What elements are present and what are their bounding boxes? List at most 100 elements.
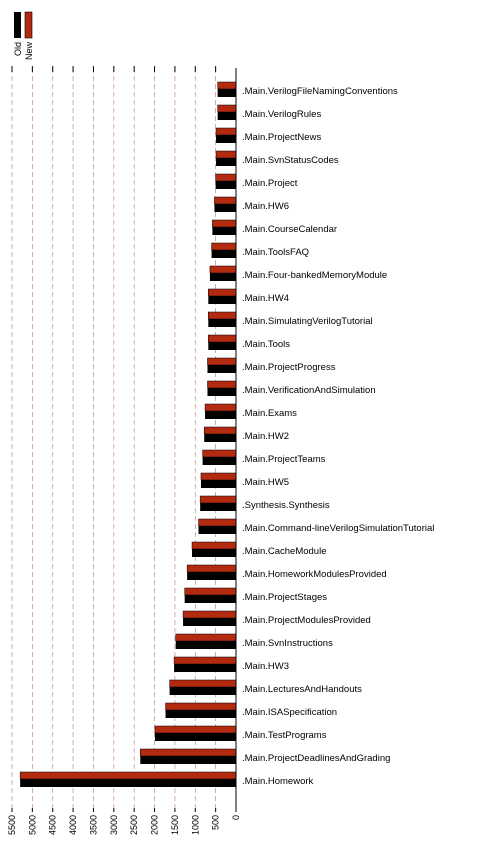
- category-label: .Main.VerificationAndSimulation: [242, 385, 376, 396]
- bar-new: [184, 587, 237, 596]
- bar-new: [199, 495, 237, 504]
- bar-old: [208, 319, 236, 327]
- x-tick-label: 4000: [68, 815, 78, 835]
- bar-new: [212, 219, 237, 228]
- bar-old: [165, 710, 236, 718]
- category-label: .Main.Exams: [242, 408, 297, 419]
- bar-new: [208, 311, 237, 320]
- x-tick-label: 5500: [7, 815, 17, 835]
- bar-new: [208, 334, 237, 343]
- bar-old: [174, 664, 236, 672]
- bar-new: [207, 357, 237, 366]
- legend-swatch-new: [24, 11, 33, 39]
- x-tick-label: 4500: [48, 815, 58, 835]
- category-label: .Main.ToolsFAQ: [242, 247, 309, 258]
- category-label: .Main.SvnInstructions: [242, 638, 333, 649]
- category-label: .Main.VerilogFileNamingConventions: [242, 86, 398, 97]
- bar-new: [217, 104, 237, 113]
- category-label: .Main.Command-lineVerilogSimulationTutor…: [242, 523, 434, 534]
- bar-old: [183, 618, 236, 626]
- x-tick-label: 5000: [27, 815, 37, 835]
- legend-label-new: New: [24, 42, 34, 61]
- bar-old: [207, 365, 236, 373]
- category-label: .Main.ProjectTeams: [242, 454, 326, 465]
- bar-old: [214, 204, 236, 212]
- bar-new: [215, 150, 237, 159]
- x-tick-label: 1500: [170, 815, 180, 835]
- bar-new: [204, 403, 237, 412]
- bar-old: [208, 296, 236, 304]
- category-label: .Main.Tools: [242, 339, 290, 350]
- bar-old: [202, 457, 236, 465]
- category-label: .Main.HW5: [242, 477, 289, 488]
- category-label: .Main.SvnStatusCodes: [242, 155, 339, 166]
- bar-old: [212, 227, 236, 235]
- bar-old: [207, 388, 236, 396]
- bar-new: [214, 196, 237, 205]
- bar-new: [198, 518, 237, 527]
- bar-new: [215, 127, 237, 136]
- bar-old: [217, 89, 236, 97]
- bar-old: [216, 158, 236, 166]
- bar-new: [211, 242, 237, 251]
- bar-old: [204, 434, 236, 442]
- bar-old: [192, 549, 236, 557]
- bar-new: [209, 265, 237, 274]
- bar-old: [175, 641, 236, 649]
- bar-old: [169, 687, 236, 695]
- category-label: .Main.LecturesAndHandouts: [242, 684, 362, 695]
- category-labels: .Main.VerilogFileNamingConventions .Main.…: [242, 86, 434, 787]
- bars: [19, 81, 237, 787]
- category-label: .Main.SimulatingVerilogTutorial: [242, 316, 373, 327]
- bar-old: [217, 112, 236, 120]
- bar-old: [198, 526, 236, 534]
- legend-swatch-old: [14, 12, 21, 38]
- bar-new: [217, 81, 237, 90]
- bar-new: [175, 633, 237, 642]
- category-label: .Main.ProjectModulesProvided: [242, 615, 371, 626]
- category-label: .Main.HW2: [242, 431, 289, 442]
- bar-old: [20, 779, 237, 787]
- bar-old: [208, 342, 236, 350]
- bar-new: [169, 679, 237, 688]
- bar-new: [200, 472, 237, 481]
- category-label: .Main.HW4: [242, 293, 289, 304]
- legend-label-old: Old: [13, 42, 23, 56]
- category-label: .Main.Homework: [242, 776, 314, 787]
- bar-new: [165, 702, 237, 711]
- category-label: .Main.Project: [242, 178, 298, 189]
- bar-old: [211, 250, 236, 258]
- x-tick-label: 2000: [150, 815, 160, 835]
- x-tick-label: 500: [211, 815, 221, 830]
- category-label: .Main.TestPrograms: [242, 730, 327, 741]
- bar-new: [173, 656, 237, 665]
- bar-new: [182, 610, 237, 619]
- x-tick-label: 0: [231, 815, 241, 820]
- category-label: .Main.HomeworkModulesProvided: [242, 569, 387, 580]
- bar-new: [19, 771, 237, 780]
- legend: Old New: [13, 11, 34, 61]
- bar-old: [209, 273, 236, 281]
- bar-old: [205, 411, 236, 419]
- bar-new: [208, 288, 237, 297]
- x-axis: 0 500 1000 1500 2000 2500 3000 3500 4000 4500 5000…: [7, 68, 241, 835]
- bar-old: [200, 503, 236, 511]
- category-label: .Main.ProjectStages: [242, 592, 327, 603]
- x-tick-label: 1000: [190, 815, 200, 835]
- bar-old: [184, 595, 236, 603]
- category-label: .Main.ProjectProgress: [242, 362, 336, 373]
- category-label: .Main.ProjectDeadlinesAndGrading: [242, 753, 390, 764]
- bar-new: [207, 380, 237, 389]
- bar-old: [140, 756, 236, 764]
- category-label: .Main.ISASpecification: [242, 707, 337, 718]
- bar-new: [215, 173, 237, 182]
- category-label: .Main.Four-bankedMemoryModule: [242, 270, 387, 281]
- bar-old: [154, 733, 236, 741]
- category-label: .Main.HW3: [242, 661, 289, 672]
- bar-new: [191, 541, 237, 550]
- category-label: .Main.CourseCalendar: [242, 224, 337, 235]
- bar-old: [187, 572, 236, 580]
- category-label: .Main.CacheModule: [242, 546, 327, 557]
- grid: [11, 66, 217, 808]
